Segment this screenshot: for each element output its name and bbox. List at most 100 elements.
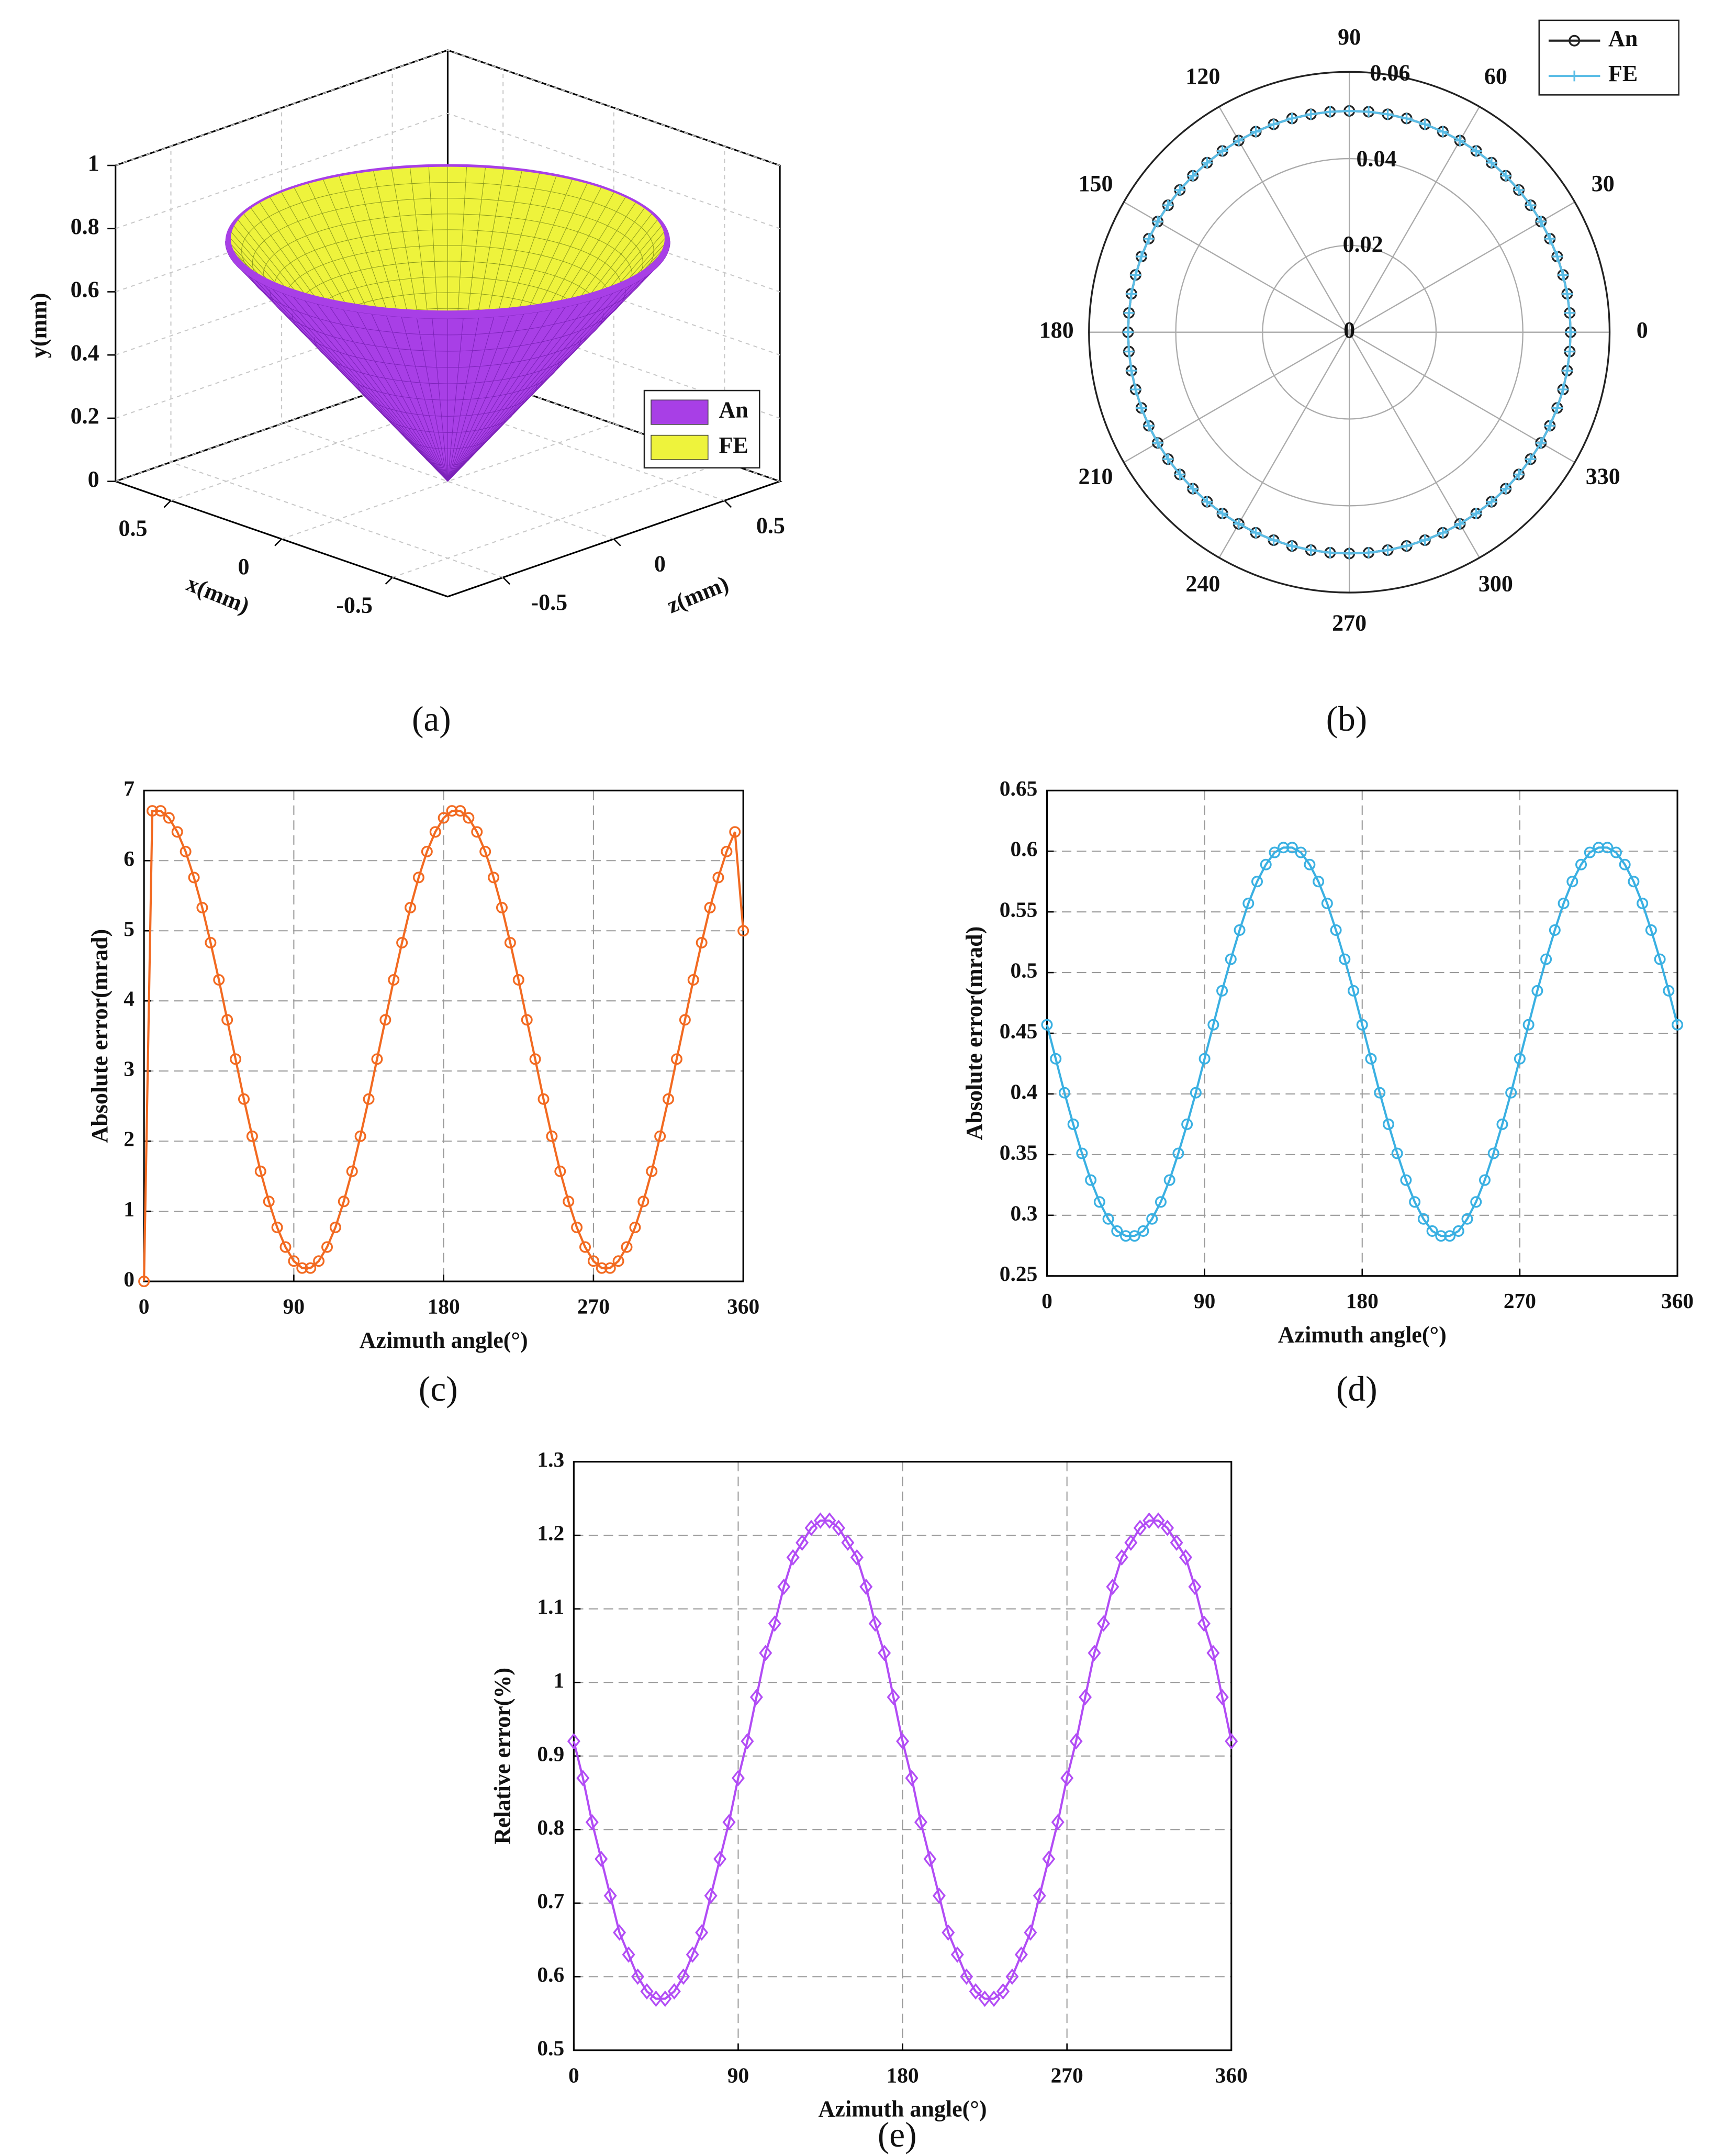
z-tick-label: 0 [654, 551, 666, 577]
marker [832, 1520, 845, 1536]
y-tick-label: 2 [124, 1127, 135, 1151]
marker [804, 1520, 818, 1536]
marker [1179, 1549, 1193, 1566]
mesh-line [425, 457, 471, 466]
angle-label: 300 [1479, 571, 1513, 596]
mesh-line [402, 433, 492, 449]
marker [479, 845, 491, 857]
marker [230, 1053, 242, 1065]
mesh-line [313, 337, 581, 384]
y-tick-label: 0.7 [537, 1889, 564, 1913]
mesh-line [447, 173, 540, 311]
marker [1487, 1147, 1499, 1159]
marker [1356, 1019, 1368, 1031]
marker [613, 1924, 626, 1941]
marker [905, 1770, 919, 1786]
x-tick-label: 90 [727, 2063, 749, 2087]
marker [546, 1130, 558, 1142]
marker [587, 1255, 599, 1267]
marker [188, 872, 200, 884]
marker [1562, 365, 1573, 376]
mesh-line [391, 169, 448, 311]
marker [987, 1990, 1001, 2007]
marker [850, 1549, 864, 1566]
marker [1076, 1147, 1088, 1159]
marker [777, 1578, 791, 1595]
marker [1151, 1512, 1165, 1529]
mesh-line [294, 187, 448, 311]
marker [1461, 1213, 1473, 1225]
ring [1088, 71, 1611, 594]
marker [1348, 985, 1360, 997]
z-tick-label: -0.5 [531, 589, 567, 615]
mesh-line [358, 385, 537, 417]
marker [1005, 1968, 1019, 1985]
marker [1479, 1174, 1491, 1186]
legend-label: FE [1608, 61, 1638, 86]
marker [663, 1093, 675, 1105]
mesh-line [447, 214, 652, 311]
marker [1400, 1174, 1412, 1186]
marker [887, 1689, 900, 1706]
marker [1401, 540, 1412, 552]
x-axis-label: Azimuth angle(°) [1278, 1322, 1447, 1347]
marker [1454, 135, 1465, 146]
marker [1155, 1196, 1167, 1208]
marker [1637, 897, 1649, 909]
y-tick-label: 0.8 [537, 1815, 564, 1839]
marker [346, 1165, 358, 1177]
mesh-line [373, 171, 448, 311]
marker [1513, 184, 1525, 196]
marker [1024, 1924, 1037, 1941]
y-tick-label: 4 [124, 987, 135, 1011]
angle-label: 240 [1185, 571, 1220, 596]
marker [646, 1165, 658, 1177]
mesh-line [447, 192, 614, 311]
marker [1382, 108, 1393, 120]
marker [288, 1255, 300, 1267]
marker [138, 1276, 150, 1288]
marker [1569, 70, 1580, 82]
marker [823, 1512, 836, 1529]
marker [1207, 1019, 1219, 1031]
mesh-line [251, 208, 448, 311]
mesh-line [243, 214, 448, 311]
marker [1174, 184, 1185, 196]
mesh-line [447, 176, 557, 311]
x-tick-label: 0 [238, 554, 250, 579]
legend-label: FE [719, 432, 748, 458]
marker [687, 974, 699, 986]
x-tick-label: 270 [1051, 2063, 1083, 2087]
marker [1033, 1887, 1046, 1904]
marker [1217, 508, 1228, 519]
tick-mark [613, 538, 621, 546]
marker [1339, 953, 1351, 965]
mesh-line [380, 409, 515, 433]
marker [1313, 876, 1325, 888]
marker [254, 1165, 266, 1177]
marker [429, 826, 441, 838]
marker [1471, 508, 1482, 519]
marker [1409, 1196, 1421, 1208]
marker [363, 1093, 375, 1105]
marker [563, 1196, 575, 1208]
marker [1645, 924, 1657, 936]
mesh-line [247, 265, 648, 336]
y-tick-label: 5 [124, 917, 135, 941]
ring [1175, 158, 1524, 507]
marker [512, 974, 524, 986]
marker [1143, 1512, 1156, 1529]
caption: (d) [1336, 1369, 1377, 1409]
y-tick-label: 0.45 [1000, 1019, 1038, 1043]
tick-mark [724, 500, 732, 508]
marker [1123, 346, 1135, 357]
mesh-line [447, 220, 658, 311]
marker [1187, 483, 1199, 495]
marker [1391, 1147, 1403, 1159]
marker [1268, 534, 1279, 546]
marker [729, 826, 741, 838]
marker [1330, 924, 1342, 936]
marker [713, 1850, 727, 1868]
mesh-line [270, 197, 448, 311]
mesh-line [447, 169, 505, 311]
